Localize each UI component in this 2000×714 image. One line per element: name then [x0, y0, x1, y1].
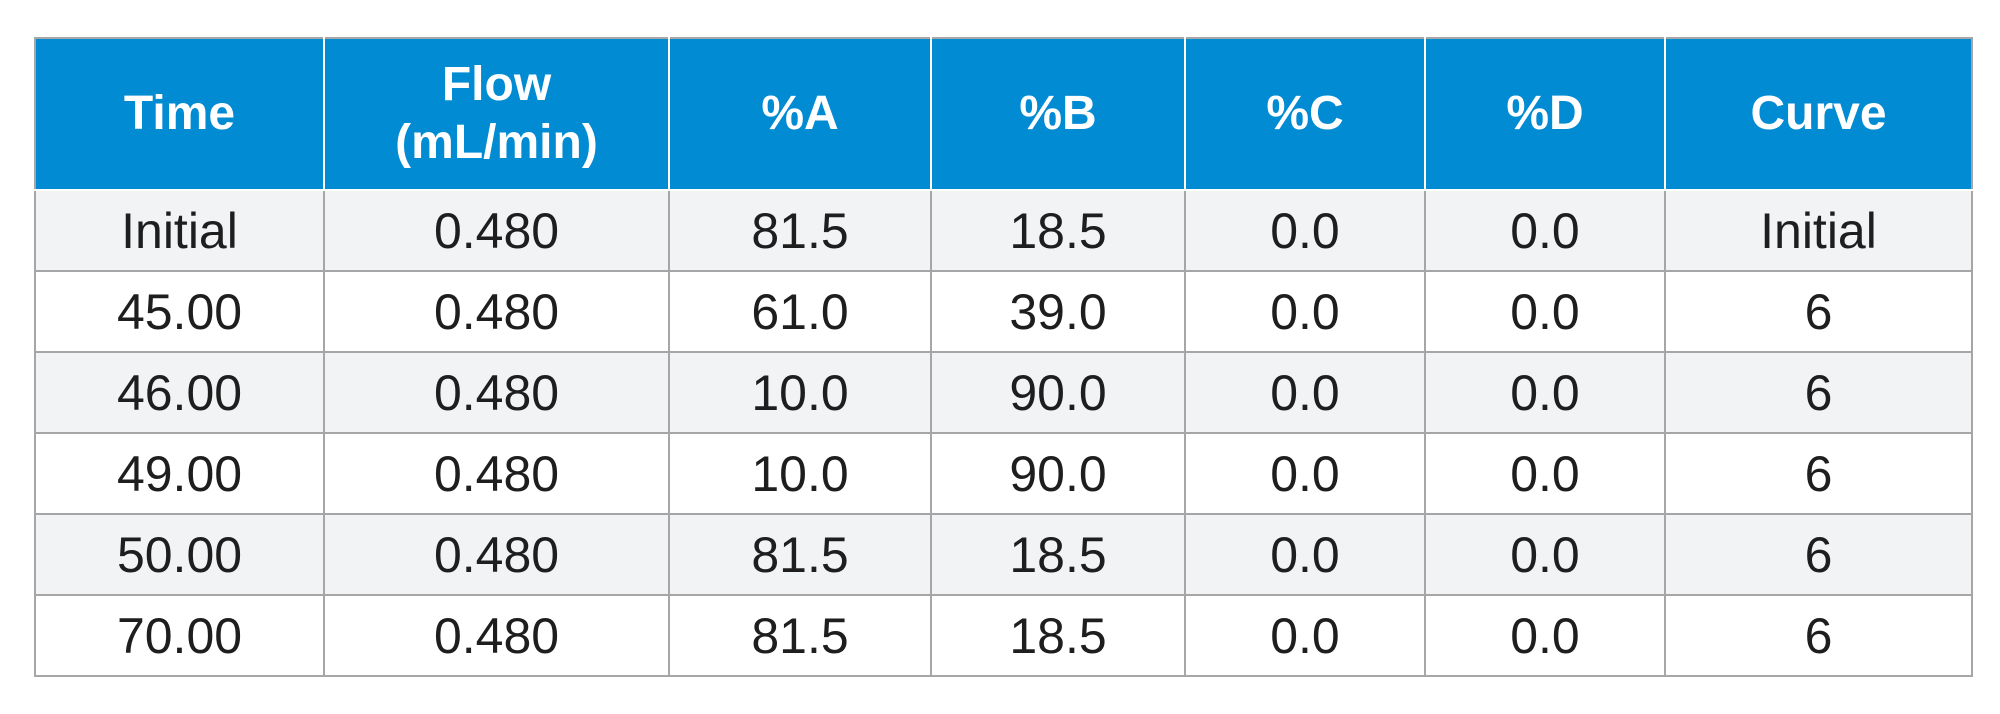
header-curve: Curve	[1664, 37, 1973, 191]
cell-percent-b: 90.0	[930, 432, 1186, 515]
cell-percent-a: 81.5	[668, 513, 932, 596]
cell-curve: 6	[1664, 432, 1973, 515]
table-row: 45.00 0.480 61.0 39.0 0.0 0.0 6	[34, 270, 1973, 353]
cell-percent-b: 90.0	[930, 351, 1186, 434]
cell-curve: Initial	[1664, 189, 1973, 272]
table-row: 46.00 0.480 10.0 90.0 0.0 0.0 6	[34, 351, 1973, 434]
cell-percent-c: 0.0	[1184, 513, 1426, 596]
cell-flow: 0.480	[323, 513, 670, 596]
cell-percent-b: 39.0	[930, 270, 1186, 353]
header-percent-c: %C	[1184, 37, 1426, 191]
cell-time: 70.00	[34, 594, 325, 677]
table-row: 49.00 0.480 10.0 90.0 0.0 0.0 6	[34, 432, 1973, 515]
cell-curve: 6	[1664, 513, 1973, 596]
cell-curve: 6	[1664, 594, 1973, 677]
header-percent-d: %D	[1424, 37, 1666, 191]
cell-flow: 0.480	[323, 270, 670, 353]
header-percent-c-label: %C	[1266, 87, 1344, 140]
header-percent-b-label: %B	[1019, 87, 1097, 140]
cell-time: Initial	[34, 189, 325, 272]
table-row: Initial 0.480 81.5 18.5 0.0 0.0 Initial	[34, 189, 1973, 272]
gradient-table: Time Flow (mL/min) %A %B %C %D Curve Init…	[34, 37, 1973, 677]
cell-flow: 0.480	[323, 594, 670, 677]
header-time-label: Time	[123, 87, 236, 140]
cell-curve: 6	[1664, 351, 1973, 434]
cell-percent-c: 0.0	[1184, 270, 1426, 353]
header-percent-a-label: %A	[761, 87, 839, 140]
cell-percent-d: 0.0	[1424, 432, 1666, 515]
table-row: 70.00 0.480 81.5 18.5 0.0 0.0 6	[34, 594, 1973, 677]
header-time: Time	[34, 37, 325, 191]
header-curve-label: Curve	[1750, 87, 1887, 140]
cell-time: 46.00	[34, 351, 325, 434]
cell-percent-c: 0.0	[1184, 351, 1426, 434]
header-flow-label: Flow	[441, 58, 552, 111]
header-percent-b: %B	[930, 37, 1186, 191]
cell-flow: 0.480	[323, 351, 670, 434]
cell-percent-a: 10.0	[668, 351, 932, 434]
header-percent-a: %A	[668, 37, 932, 191]
table-row: 50.00 0.480 81.5 18.5 0.0 0.0 6	[34, 513, 1973, 596]
cell-percent-a: 81.5	[668, 594, 932, 677]
header-row: Time Flow (mL/min) %A %B %C %D Curve	[34, 37, 1973, 191]
cell-percent-a: 81.5	[668, 189, 932, 272]
cell-curve: 6	[1664, 270, 1973, 353]
gradient-table-container: Time Flow (mL/min) %A %B %C %D Curve Init…	[34, 37, 1973, 677]
header-percent-d-label: %D	[1506, 87, 1584, 140]
cell-percent-a: 61.0	[668, 270, 932, 353]
cell-percent-d: 0.0	[1424, 270, 1666, 353]
cell-percent-c: 0.0	[1184, 594, 1426, 677]
cell-percent-a: 10.0	[668, 432, 932, 515]
cell-time: 50.00	[34, 513, 325, 596]
cell-percent-d: 0.0	[1424, 594, 1666, 677]
cell-percent-b: 18.5	[930, 189, 1186, 272]
cell-percent-d: 0.0	[1424, 351, 1666, 434]
cell-percent-b: 18.5	[930, 594, 1186, 677]
header-flow: Flow (mL/min)	[323, 37, 670, 191]
cell-time: 49.00	[34, 432, 325, 515]
cell-time: 45.00	[34, 270, 325, 353]
cell-flow: 0.480	[323, 189, 670, 272]
header-flow-unit: (mL/min)	[395, 116, 598, 169]
cell-flow: 0.480	[323, 432, 670, 515]
cell-percent-c: 0.0	[1184, 432, 1426, 515]
cell-percent-b: 18.5	[930, 513, 1186, 596]
cell-percent-d: 0.0	[1424, 189, 1666, 272]
cell-percent-c: 0.0	[1184, 189, 1426, 272]
cell-percent-d: 0.0	[1424, 513, 1666, 596]
